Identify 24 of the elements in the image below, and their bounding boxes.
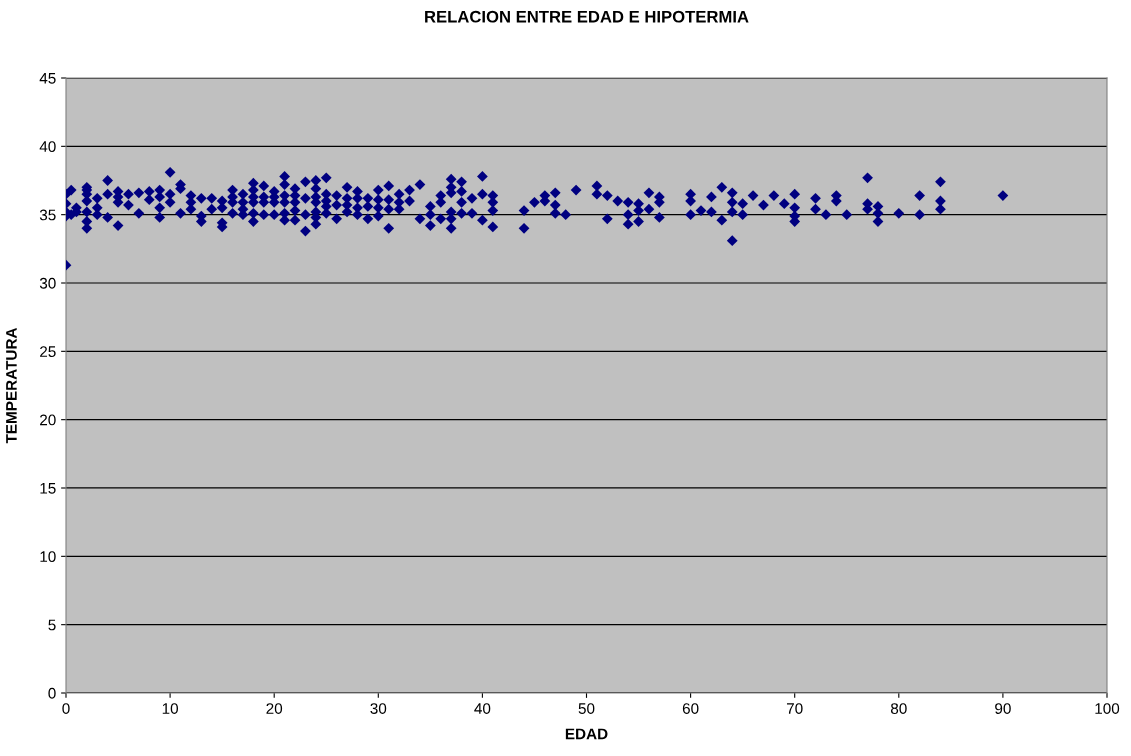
x-tick-label: 70 [786,703,803,714]
y-tick-label: 25 [40,346,56,358]
x-tick-label: 0 [62,703,70,714]
y-tick-label: 35 [39,209,56,221]
x-axis-title: EDAD [565,728,608,740]
y-tick-label: 45 [39,73,56,84]
x-tick-label: 40 [474,703,491,714]
y-tick-label: 0 [48,687,56,699]
x-tick-label: 50 [578,703,595,714]
x-tick-label: 90 [995,703,1011,714]
x-tick-label: 60 [682,703,699,714]
x-tick-label: 100 [1095,703,1120,714]
y-tick-label: 20 [40,414,56,426]
y-tick-label: 40 [39,141,56,153]
y-tick-label: 30 [39,277,56,289]
y-axis-title: TEMPERATURA [6,327,17,444]
y-tick-label: 15 [40,483,56,494]
x-tick-label: 80 [890,703,907,714]
y-tick-label: 5 [48,619,56,631]
x-tick-label: 20 [266,703,283,714]
x-tick-label: 30 [370,703,387,714]
chart-title: RELACION ENTRE EDAD E HIPOTERMIA [425,10,749,23]
y-tick-label: 10 [40,551,56,563]
x-tick-label: 10 [162,703,178,714]
